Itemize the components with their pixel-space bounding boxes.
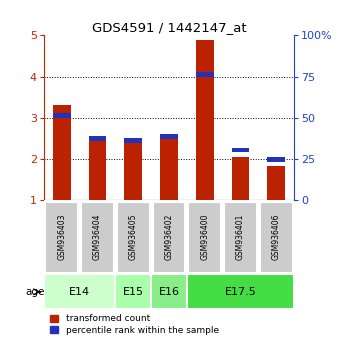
Text: E16: E16	[159, 287, 179, 297]
Text: E14: E14	[69, 287, 90, 297]
Text: GSM936402: GSM936402	[165, 214, 173, 260]
Legend: transformed count, percentile rank within the sample: transformed count, percentile rank withi…	[48, 313, 220, 337]
FancyBboxPatch shape	[260, 202, 293, 273]
Text: E15: E15	[123, 287, 144, 297]
Bar	[160, 134, 178, 139]
Text: age: age	[25, 287, 44, 297]
FancyBboxPatch shape	[81, 202, 114, 273]
Bar	[160, 134, 178, 200]
Bar	[232, 148, 249, 153]
FancyBboxPatch shape	[115, 274, 151, 309]
Text: GSM936406: GSM936406	[272, 214, 281, 260]
FancyBboxPatch shape	[187, 274, 294, 309]
Text: GSM936403: GSM936403	[57, 214, 66, 260]
Bar	[53, 113, 71, 118]
FancyBboxPatch shape	[44, 274, 115, 309]
Bar	[267, 166, 285, 200]
Bar	[196, 72, 214, 77]
FancyBboxPatch shape	[151, 274, 187, 309]
Text: GSM936405: GSM936405	[129, 214, 138, 260]
FancyBboxPatch shape	[224, 202, 257, 273]
FancyBboxPatch shape	[152, 202, 186, 273]
Text: GSM936400: GSM936400	[200, 214, 209, 260]
Bar	[89, 136, 106, 200]
Text: GSM936404: GSM936404	[93, 214, 102, 260]
FancyBboxPatch shape	[45, 202, 78, 273]
Bar	[124, 141, 142, 200]
Bar	[124, 138, 142, 143]
Text: E17.5: E17.5	[224, 287, 256, 297]
Title: GDS4591 / 1442147_at: GDS4591 / 1442147_at	[92, 21, 246, 34]
FancyBboxPatch shape	[188, 202, 221, 273]
Bar	[53, 105, 71, 200]
Bar	[267, 156, 285, 161]
Bar	[89, 136, 106, 141]
Text: GSM936401: GSM936401	[236, 214, 245, 260]
Bar	[196, 40, 214, 200]
FancyBboxPatch shape	[117, 202, 150, 273]
Bar	[232, 157, 249, 200]
